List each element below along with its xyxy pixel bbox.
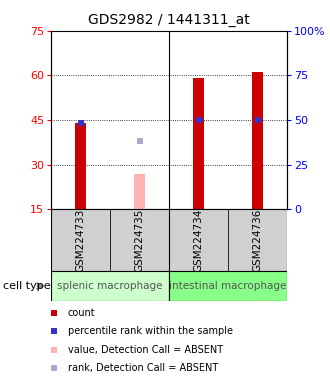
Bar — [75, 123, 86, 209]
Text: GSM224734: GSM224734 — [194, 208, 204, 272]
Bar — [252, 73, 263, 209]
Text: GSM224736: GSM224736 — [252, 208, 263, 272]
Bar — [134, 174, 145, 209]
FancyBboxPatch shape — [51, 271, 169, 301]
FancyBboxPatch shape — [169, 271, 287, 301]
Text: splenic macrophage: splenic macrophage — [57, 281, 163, 291]
Bar — [193, 78, 204, 209]
Text: GSM224735: GSM224735 — [135, 208, 145, 272]
FancyBboxPatch shape — [169, 209, 228, 271]
Text: GSM224733: GSM224733 — [76, 208, 86, 272]
Text: intestinal macrophage: intestinal macrophage — [169, 281, 287, 291]
Title: GDS2982 / 1441311_at: GDS2982 / 1441311_at — [88, 13, 250, 27]
FancyBboxPatch shape — [51, 209, 110, 271]
FancyBboxPatch shape — [110, 209, 169, 271]
Text: rank, Detection Call = ABSENT: rank, Detection Call = ABSENT — [68, 363, 218, 373]
Text: cell type: cell type — [3, 281, 51, 291]
Text: value, Detection Call = ABSENT: value, Detection Call = ABSENT — [68, 345, 223, 355]
Text: percentile rank within the sample: percentile rank within the sample — [68, 326, 233, 336]
Text: count: count — [68, 308, 95, 318]
FancyBboxPatch shape — [228, 209, 287, 271]
